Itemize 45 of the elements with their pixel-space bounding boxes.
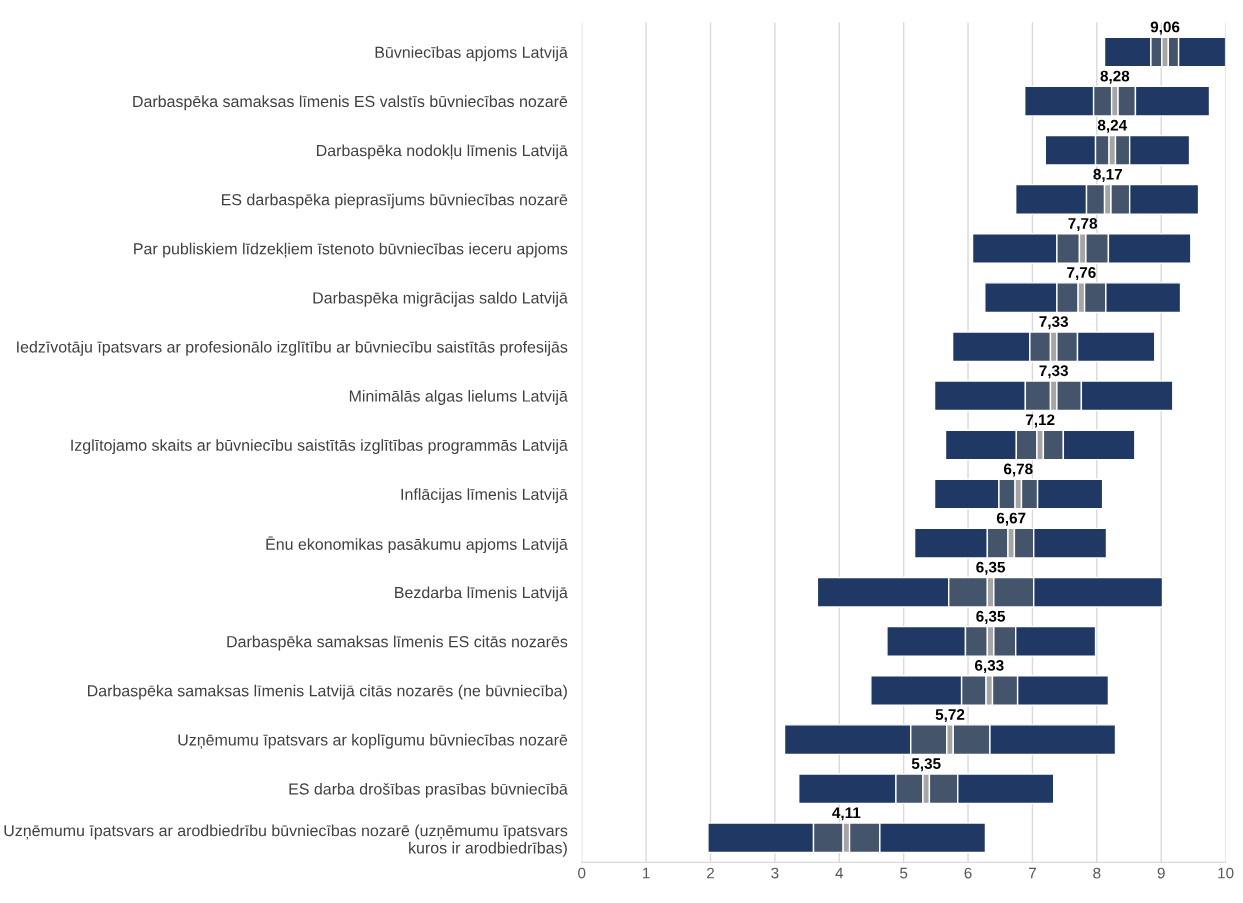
x-tick-label: 2 [707,867,714,879]
y-tick-label: ES darba drošības prasības būvniecībā [289,782,568,798]
y-tick-label: Darbaspēka samaksas līmenis ES valstīs būvniecības nozarē [133,95,568,111]
y-tick-label: Darbaspēka samaksas līmenis Latvijā citās nozarēs (ne būvniecība) [88,684,567,700]
y-tick-label: Ēnu ekonomikas pasākumu apjoms Latvijā [266,536,568,554]
y-tick-label: Uzņēmumu īpatsvars ar arodbiedrību būvniecības nozarē (uzņēmumu īpatsvars kuros ir arodbiedrības) [4,824,568,857]
y-tick-label: Darbaspēka samaksas līmenis ES citās nozarēs [227,635,568,651]
x-tick-label: 8 [1093,867,1101,879]
x-tick-label: 9 [1157,867,1165,879]
annotation: 7,12 [1025,414,1055,428]
x-tick-label: 7 [1028,867,1036,879]
x-tick-label: 0 [578,867,586,879]
annotation: 7,33 [1039,316,1068,330]
annotation: 7,76 [1067,267,1096,281]
y-tick-label: ES darbaspēka pieprasījums būvniecības nozarē [222,193,568,209]
y-tick-label: Iedzīvotāju īpatsvars ar profesionālo izglītību ar būvniecību saistītās profesijās [17,340,568,356]
x-tick-label: 6 [964,867,972,879]
annotation: 8,24 [1097,119,1128,133]
y-tick-label: Būvniecības apjoms Latvijā [375,46,568,62]
annotation: 7,33 [1039,365,1068,379]
annotation: 5,35 [911,758,941,772]
x-tick-label: 4 [835,867,844,879]
annotation: 7,78 [1068,217,1098,232]
x-tick-label: 1 [643,867,650,879]
annotation: 5,72 [935,709,965,723]
x-tick-label: 3 [771,867,779,879]
annotation: 6,35 [976,561,1006,575]
x-tick-label: 5 [900,867,908,879]
y-tick-label: Izglītojamo skaits ar būvniecību saistītās izglītības programmās Latvijā [71,439,568,455]
annotation: 6,33 [974,659,1004,674]
y-tick-label: Par publiskiem līdzekļiem īstenoto būvniecības ieceru apjoms [134,242,568,258]
annotation: 6,35 [976,610,1006,624]
annotation: 8,28 [1100,70,1130,84]
y-tick-label: Darbaspēka nodokļu līmenis Latvijā [317,144,568,160]
y-tick-label: Inflācijas līmenis Latvijā [401,488,568,504]
y-tick-label: Uzņēmumu īpatsvars ar koplīgumu būvniecības nozarē [178,733,568,749]
annotation: 6,67 [996,512,1026,526]
annotation: 4,11 [832,807,861,821]
y-tick-label: Bezdarba līmenis Latvijā [395,586,568,602]
annotation: 8,17 [1093,168,1122,182]
annotation: 9,06 [1150,21,1180,35]
y-tick-label: Darbaspēka migrācijas saldo Latvijā [313,291,568,307]
x-tick-label: 10 [1218,867,1234,879]
annotation: 6,78 [1003,463,1033,477]
y-tick-label: Minimālās algas lielums Latvijā [349,390,568,405]
